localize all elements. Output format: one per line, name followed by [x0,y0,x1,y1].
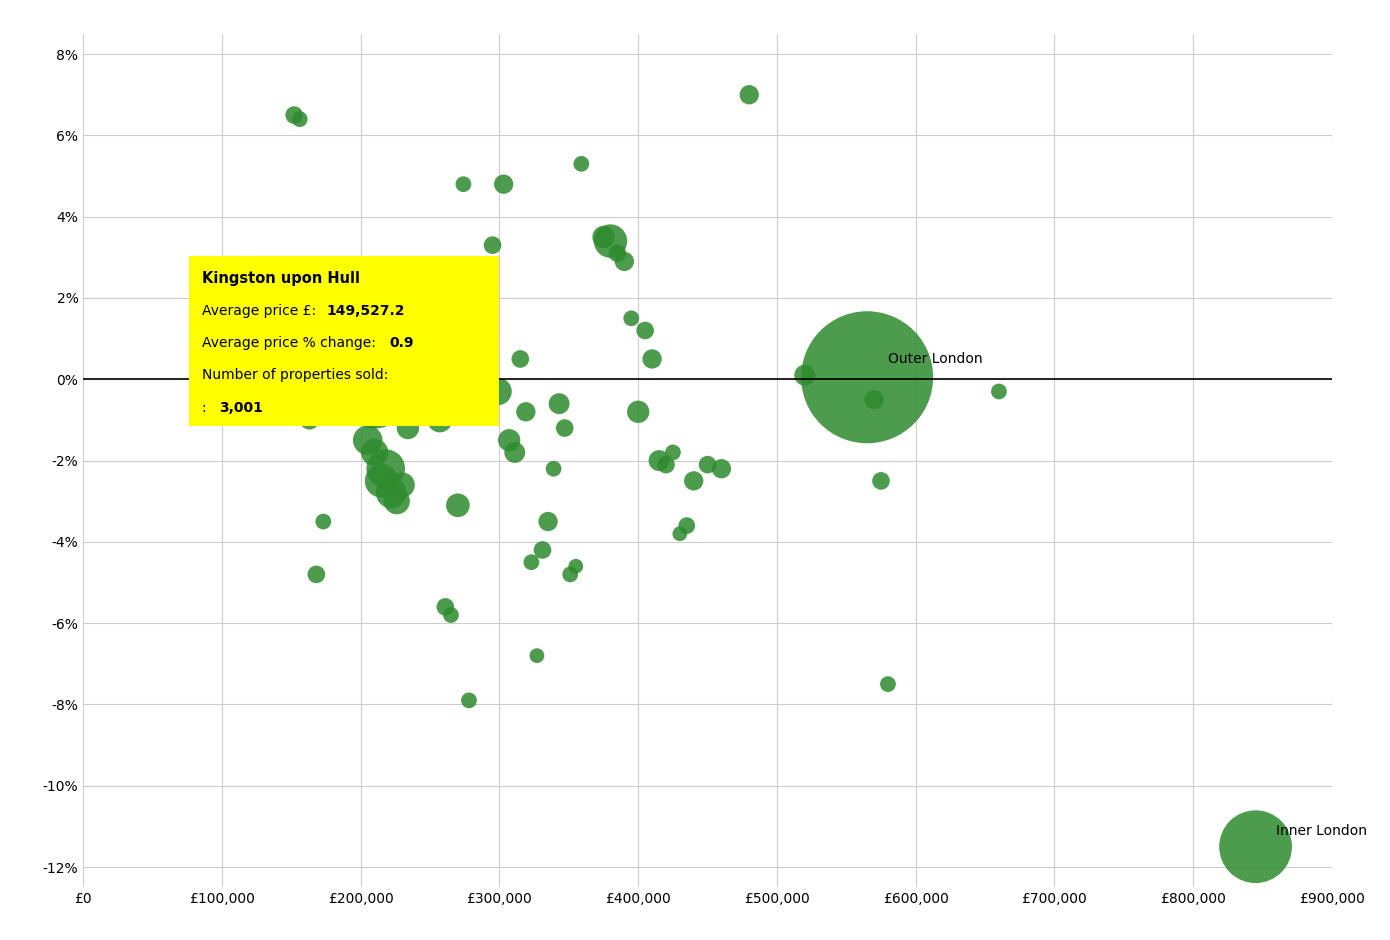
Point [413,352,435,367]
Point [350,355,373,370]
Point [331,323,353,338]
Point [870,474,892,489]
Point [641,352,663,367]
Point [364,445,386,460]
Text: Average price £:: Average price £: [202,304,325,318]
Point [267,360,289,375]
Point [710,462,733,477]
Point [856,369,878,384]
Point [379,486,402,501]
Point [620,311,642,326]
Point [346,380,368,395]
Point [423,392,445,407]
Point [696,457,719,472]
Text: Kingston upon Hull: Kingston upon Hull [202,271,360,286]
Text: Number of properties sold:: Number of properties sold: [202,368,388,383]
Point [271,380,293,395]
Point [669,526,691,541]
Point [249,355,271,370]
Point [525,649,548,664]
Point [537,514,559,529]
Point [475,270,498,285]
Point [498,432,520,447]
Point [452,177,474,192]
Point [542,462,564,477]
Point [564,558,587,573]
Point [295,384,317,399]
Text: Birmingham: Birmingham [382,407,467,421]
Point [599,233,621,248]
Point [548,396,570,411]
Text: Outer London: Outer London [888,352,983,366]
Point [418,360,441,375]
Point [606,245,628,260]
Point [439,607,461,622]
Point [239,343,261,358]
Point [613,254,635,269]
Point [481,238,503,253]
Point [446,498,468,513]
Point [559,567,581,582]
Point [325,339,348,354]
Point [402,348,424,363]
Point [877,677,899,692]
Point [289,112,311,127]
Point [553,420,575,435]
Point [655,457,677,472]
Point [503,445,525,460]
Text: 3,001: 3,001 [220,400,263,415]
Point [313,514,335,529]
Point [279,336,302,351]
Point [531,542,553,557]
Point [648,453,670,468]
Point [371,474,393,489]
Point [364,388,386,403]
Point [277,392,299,407]
Point [385,494,407,509]
Point [256,348,278,363]
Point [514,404,537,419]
Point [863,392,885,407]
Point [627,404,649,419]
Point [434,600,456,615]
Point [357,432,379,447]
Text: :: : [202,400,211,415]
Text: Average price % change:: Average price % change: [202,336,385,350]
Point [320,352,342,367]
Point [374,462,396,477]
Point [336,348,359,363]
Point [738,87,760,102]
Point [428,413,450,428]
Point [470,311,492,326]
Point [486,384,509,399]
Point [391,478,413,493]
Point [407,315,430,330]
Text: 149,527.2: 149,527.2 [327,304,406,318]
Point [794,368,816,383]
Point [1244,839,1266,854]
Point [306,567,328,582]
Point [682,474,705,489]
Point [299,413,321,428]
Text: Inner London: Inner London [1276,823,1368,838]
Point [284,107,306,122]
Point [520,555,542,570]
Point [396,420,418,435]
Point [988,384,1011,399]
Point [341,384,363,399]
Point [676,518,698,533]
Point [662,445,684,460]
Point [263,364,285,379]
Point [492,177,514,192]
Point [464,290,486,306]
Point [570,156,592,171]
Text: 0.9: 0.9 [389,336,414,350]
FancyBboxPatch shape [189,256,499,427]
Point [457,693,480,708]
Point [509,352,531,367]
Point [592,229,614,244]
Point [634,323,656,338]
